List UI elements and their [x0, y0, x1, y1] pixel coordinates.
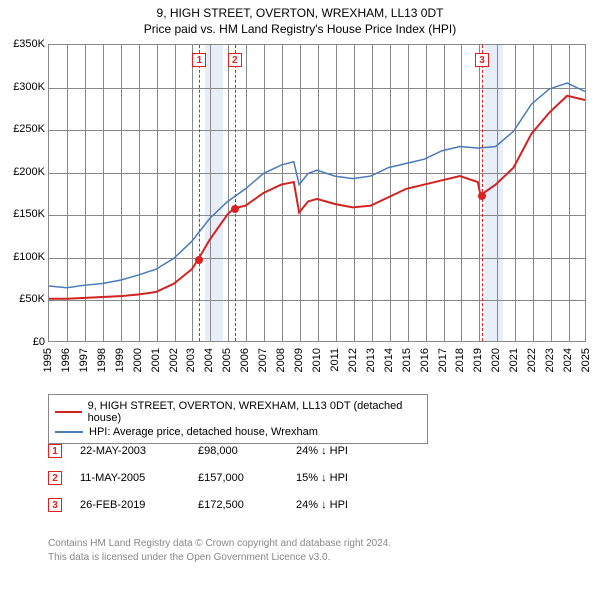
x-tick-label: 2019	[472, 348, 484, 388]
sale-date: 26-FEB-2019	[80, 499, 180, 511]
x-tick-label: 2014	[383, 348, 395, 388]
chart-title-1: 9, HIGH STREET, OVERTON, WREXHAM, LL13 0…	[0, 0, 600, 20]
x-tick-label: 2004	[203, 348, 215, 388]
sale-delta: 24% ↓ HPI	[296, 499, 348, 511]
y-tick-label: £250K	[13, 123, 45, 135]
sale-marker-box: 1	[48, 444, 62, 458]
sale-row: 1 22-MAY-2003 £98,000 24% ↓ HPI	[48, 444, 348, 458]
x-tick-label: 1999	[114, 348, 126, 388]
y-tick-label: £100K	[13, 251, 45, 263]
y-tick-label: £300K	[13, 81, 45, 93]
sale-marker-box: 3	[48, 498, 62, 512]
legend-label: HPI: Average price, detached house, Wrex…	[89, 426, 318, 438]
sale-date: 11-MAY-2005	[80, 472, 180, 484]
x-tick-label: 2024	[562, 348, 574, 388]
x-tick-label: 2001	[150, 348, 162, 388]
x-tick-label: 2023	[544, 348, 556, 388]
x-tick-label: 2003	[185, 348, 197, 388]
sale-marker-box: 2	[48, 471, 62, 485]
sale-date: 22-MAY-2003	[80, 445, 180, 457]
x-tick-label: 2018	[454, 348, 466, 388]
legend: 9, HIGH STREET, OVERTON, WREXHAM, LL13 0…	[48, 394, 428, 444]
line-series	[49, 45, 585, 341]
x-tick-label: 2015	[401, 348, 413, 388]
chart-title-2: Price paid vs. HM Land Registry's House …	[0, 20, 600, 40]
footnote-2: This data is licensed under the Open Gov…	[48, 552, 330, 563]
x-tick-label: 1996	[60, 348, 72, 388]
x-tick-label: 2009	[293, 348, 305, 388]
footnote-1: Contains HM Land Registry data © Crown c…	[48, 538, 391, 549]
x-tick-label: 2006	[239, 348, 251, 388]
y-tick-label: £350K	[13, 38, 45, 50]
x-tick-label: 1998	[96, 348, 108, 388]
x-tick-label: 1995	[42, 348, 54, 388]
x-tick-label: 2007	[257, 348, 269, 388]
x-tick-label: 1997	[78, 348, 90, 388]
x-tick-label: 2008	[275, 348, 287, 388]
sale-delta: 15% ↓ HPI	[296, 472, 348, 484]
x-tick-label: 2010	[311, 348, 323, 388]
y-tick-label: £0	[33, 336, 45, 348]
x-tick-label: 2022	[526, 348, 538, 388]
x-tick-label: 2025	[580, 348, 592, 388]
legend-row: 9, HIGH STREET, OVERTON, WREXHAM, LL13 0…	[55, 399, 421, 425]
chart-container: 9, HIGH STREET, OVERTON, WREXHAM, LL13 0…	[0, 0, 600, 590]
x-tick-label: 2012	[347, 348, 359, 388]
legend-label: 9, HIGH STREET, OVERTON, WREXHAM, LL13 0…	[88, 400, 421, 424]
sale-price: £157,000	[198, 472, 278, 484]
legend-swatch	[55, 431, 83, 433]
x-tick-label: 2021	[508, 348, 520, 388]
y-tick-label: £200K	[13, 166, 45, 178]
sale-price: £98,000	[198, 445, 278, 457]
x-tick-label: 2017	[437, 348, 449, 388]
plot-area: 123	[48, 44, 586, 342]
x-tick-label: 2002	[168, 348, 180, 388]
x-tick-label: 2005	[221, 348, 233, 388]
x-tick-label: 2013	[365, 348, 377, 388]
sale-row: 2 11-MAY-2005 £157,000 15% ↓ HPI	[48, 471, 348, 485]
sale-price: £172,500	[198, 499, 278, 511]
x-tick-label: 2016	[419, 348, 431, 388]
legend-swatch	[55, 411, 82, 413]
sale-row: 3 26-FEB-2019 £172,500 24% ↓ HPI	[48, 498, 348, 512]
legend-row: HPI: Average price, detached house, Wrex…	[55, 425, 421, 439]
x-tick-label: 2011	[329, 348, 341, 388]
y-tick-label: £150K	[13, 208, 45, 220]
x-tick-label: 2000	[132, 348, 144, 388]
sale-delta: 24% ↓ HPI	[296, 445, 348, 457]
x-tick-label: 2020	[490, 348, 502, 388]
y-tick-label: £50K	[19, 293, 45, 305]
